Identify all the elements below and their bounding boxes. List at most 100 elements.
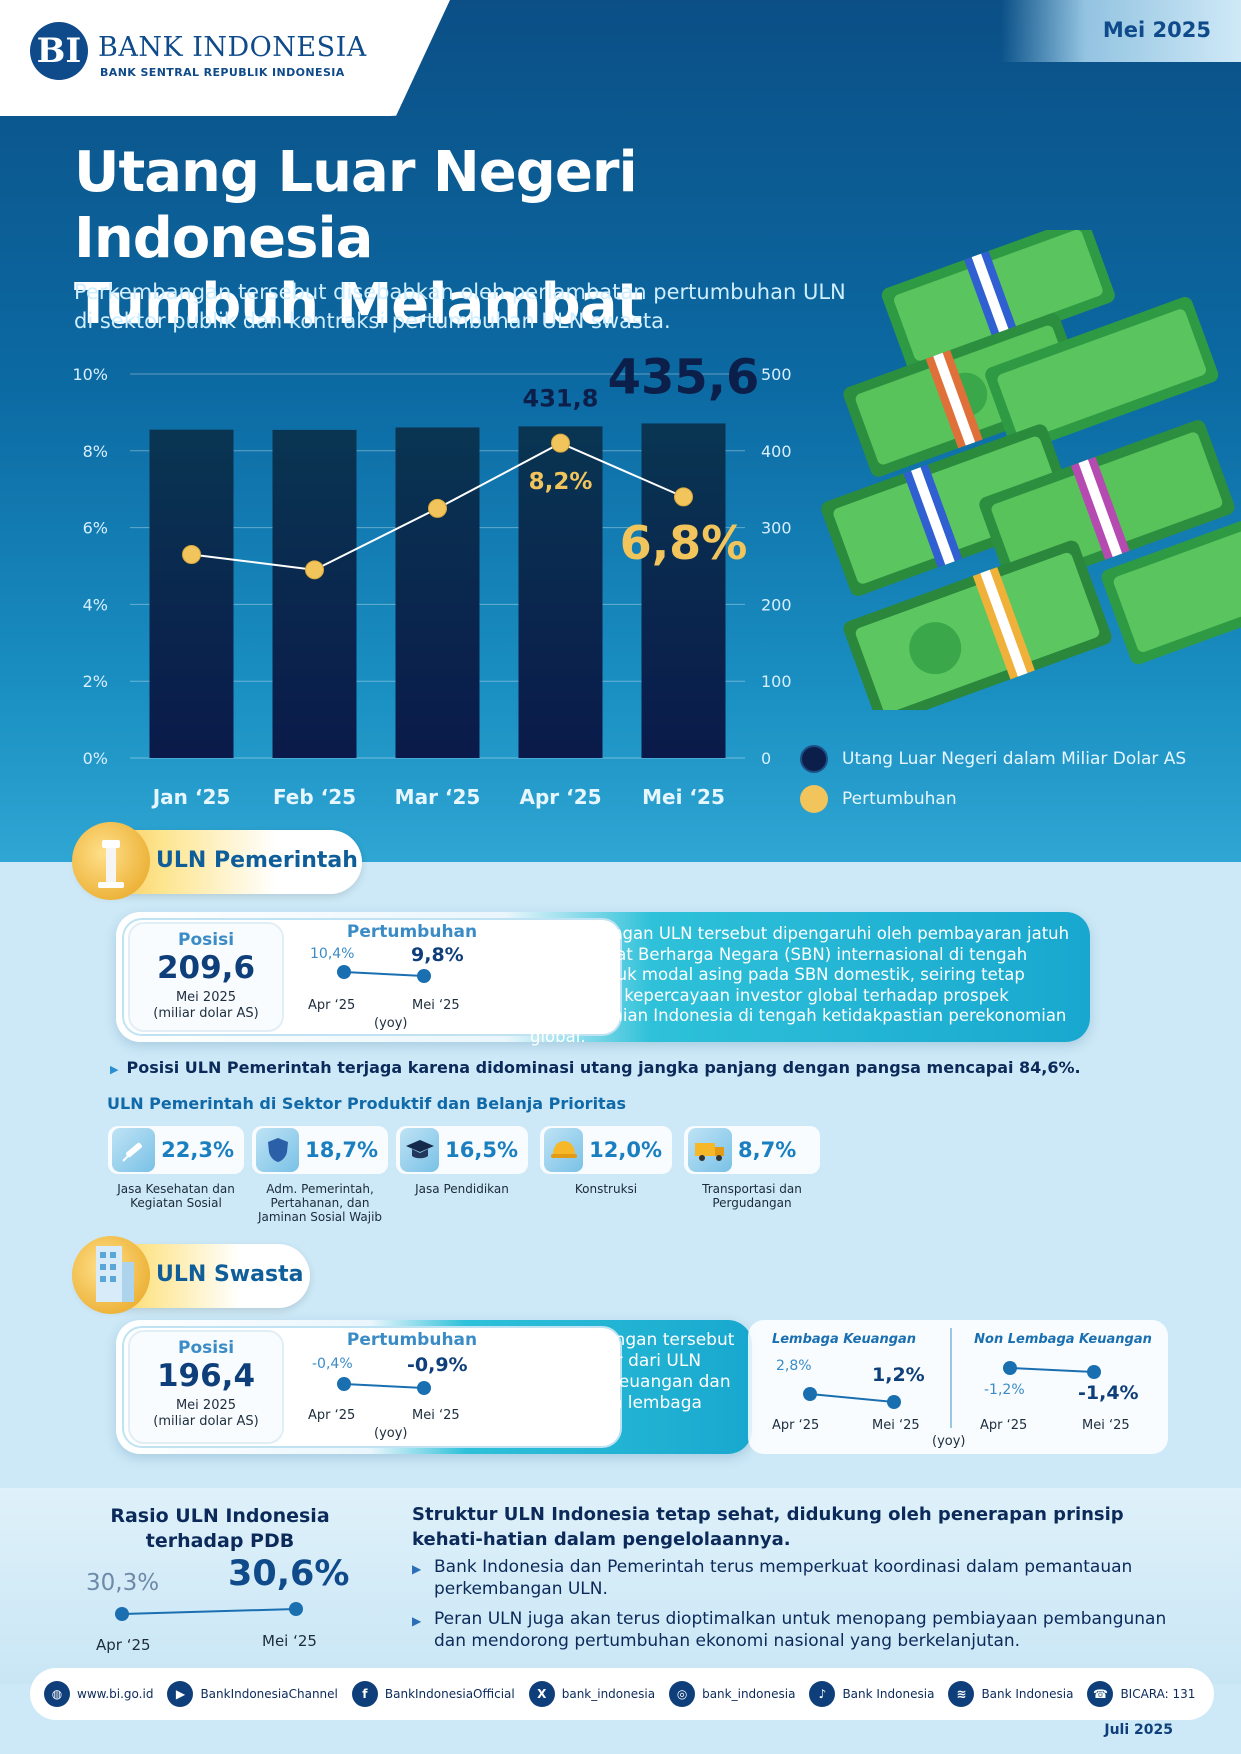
legend-label-line: Pertumbuhan [842,789,957,809]
legend-item-line: Pertumbuhan [800,785,1186,813]
struktur-item-text: Peran ULN juga akan terus dioptimalkan u… [434,1609,1167,1651]
bar [272,429,357,758]
rasio-curr-x: Mei ‘25 [262,1632,317,1650]
sector-card-kesehatan: 22,3% [108,1126,244,1174]
growth-point [182,544,201,564]
struktur-item: ▶ Bank Indonesia dan Pemerintah terus mem… [412,1556,1172,1600]
left-axis-tick: 4% [83,595,108,614]
rasio-line [115,1602,303,1621]
section-title-swasta: ULN Swasta [156,1262,304,1287]
sector-value: 12,0% [589,1138,662,1162]
legend-item-bar: Utang Luar Negeri dalam Miliar Dolar AS [800,745,1186,773]
growth-point [305,560,324,580]
section-pill-swasta: ULN Swasta [72,1236,310,1314]
footer-link-text: Bank Indonesia [842,1687,935,1701]
growth-label-pemerintah: Pertumbuhan [346,922,478,942]
growth-point [674,487,693,507]
nlk-prev: -1,2% [984,1382,1025,1398]
nlk-line [1003,1361,1101,1379]
bar-data-label: 431,8 [523,384,599,412]
section-title-pemerintah: ULN Pemerintah [156,848,358,873]
posisi-date-swasta: Mei 2025 [175,1398,237,1413]
period-tab [1001,0,1241,62]
x-axis-tick: Feb ‘25 [273,785,356,809]
left-axis-tick: 8% [83,442,108,461]
posisi-label-swasta: Posisi [177,1338,235,1358]
card-pemerintah: Posisi 209,6 Mei 2025 (miliar dolar AS) … [116,912,1090,1046]
nlk-prev-x: Apr ‘25 [980,1418,1028,1433]
card-swasta: Posisi 196,4 Mei 2025 (miliar dolar AS) … [116,1320,752,1454]
period-label: Mei 2025 [1102,18,1211,42]
title-line-1: Utang Luar Negeri Indonesia [74,140,638,271]
footer-link-text: BankIndonesiaOfficial [384,1687,515,1701]
footer-link-text: bank_indonesia [561,1687,656,1701]
nlk-curr: -1,4% [1078,1382,1139,1404]
description-swasta: Perkembangan tersebut bersumber dari ULN… [530,1330,735,1434]
sector-card-pendidikan: 16,5% [396,1126,528,1174]
truck-icon [688,1128,732,1172]
footer-link-youtube[interactable]: ▶ BankIndonesiaChannel [167,1681,338,1707]
footer-link-text: BankIndonesiaChannel [200,1687,338,1701]
rasio-curr: 30,6% [228,1554,350,1594]
footer-link-text: Bank Indonesia [981,1687,1074,1701]
growth-curr-x-swasta: Mei ‘25 [412,1408,460,1423]
right-axis-tick: 0 [761,749,771,768]
bullet-triangle-icon: ▶ [412,1614,422,1628]
legend-label-bar: Utang Luar Negeri dalam Miliar Dolar AS [842,749,1187,769]
left-axis-tick: 6% [83,519,108,538]
panel-divider [950,1328,952,1428]
title-line-2: Tumbuh Melambat [74,272,643,337]
footer-link-website[interactable]: ◍ www.bi.go.id [44,1681,153,1707]
footer-link-spotify[interactable]: ≋ Bank Indonesia [948,1681,1073,1707]
swasta-breakdown-panel: Lembaga Keuangan 2,8% 1,2% Apr ‘25 Mei ‘… [748,1320,1168,1454]
lk-title: Lembaga Keuangan [771,1332,917,1347]
right-axis-tick: 300 [761,519,792,538]
sector-label: Jasa Kesehatan dan Kegiatan Sosial [117,1182,235,1210]
x-axis-tick: Mar ‘25 [395,785,481,809]
footer-link-instagram[interactable]: ◎ bank_indonesia [669,1681,795,1707]
lk-line [803,1387,901,1409]
growth-prev-x-swasta: Apr ‘25 [308,1408,356,1423]
growth-label-swasta: Pertumbuhan [346,1330,478,1350]
footer-social-bar: ◍ www.bi.go.id ▶ BankIndonesiaChannel f Ban… [30,1668,1214,1720]
bar [518,426,603,758]
lk-prev-x: Apr ‘25 [772,1418,820,1433]
money-stack-illustration [821,230,1241,710]
footer-link-text: www.bi.go.id [77,1687,154,1701]
right-axis-tick: 500 [761,365,792,384]
bullet-triangle-icon: ▶ [412,1562,422,1576]
right-axis-tick: 100 [761,672,792,691]
rasio-title: Rasio ULN Indonesia terhadap PDB [110,1505,330,1552]
legend-swatch-bar [800,745,828,773]
section-pill-pemerintah: ULN Pemerintah [72,822,362,900]
footer-link-call-center[interactable]: ☎ BICARA: 131 [1087,1681,1195,1707]
bullet-triangle-icon: ▶ [110,1063,119,1076]
description-pemerintah: Perkembangan ULN tersebut dipengaruhi ol… [530,924,1070,1046]
org-subtitle: BANK SENTRAL REPUBLIK INDONESIA [100,66,345,79]
posisi-unit-swasta: (miliar dolar AS) [153,1414,259,1429]
play-icon: ▶ [167,1681,194,1707]
growth-curr-swasta: -0,9% [407,1354,468,1376]
rasio-prev: 30,3% [86,1570,160,1596]
bar [149,429,234,758]
growth-prev-swasta: -0,4% [312,1356,353,1372]
org-name: BANK INDONESIA [98,32,367,63]
tiktok-icon: ♪ [809,1681,836,1707]
pemerintah-bullet-text: Posisi ULN Pemerintah terjaga karena did… [126,1058,1081,1077]
graduation-cap-icon [400,1128,440,1172]
sector-value: 18,7% [305,1138,378,1162]
posisi-box-pemerintah: Posisi 209,6 Mei 2025 (miliar dolar AS) [128,922,284,1032]
growth-line-pemerintah [337,965,431,983]
x-axis-tick: Mei ‘25 [642,785,725,809]
struktur-item: ▶ Peran ULN juga akan terus dioptimalkan … [412,1608,1172,1652]
bottom-band [0,1488,1241,1684]
footer-link-tiktok[interactable]: ♪ Bank Indonesia [809,1681,934,1707]
page-title: Utang Luar Negeri Indonesia Tumbuh Melam… [74,140,894,338]
growth-curr-pemerintah: 9,8% [411,944,464,966]
footer-link-facebook[interactable]: f BankIndonesiaOfficial [351,1681,515,1707]
growth-data-label: 8,2% [529,469,593,495]
growth-point [428,498,447,518]
posisi-label-pemerintah: Posisi [177,930,235,950]
growth-unit-pemerintah: (yoy) [374,1016,408,1031]
